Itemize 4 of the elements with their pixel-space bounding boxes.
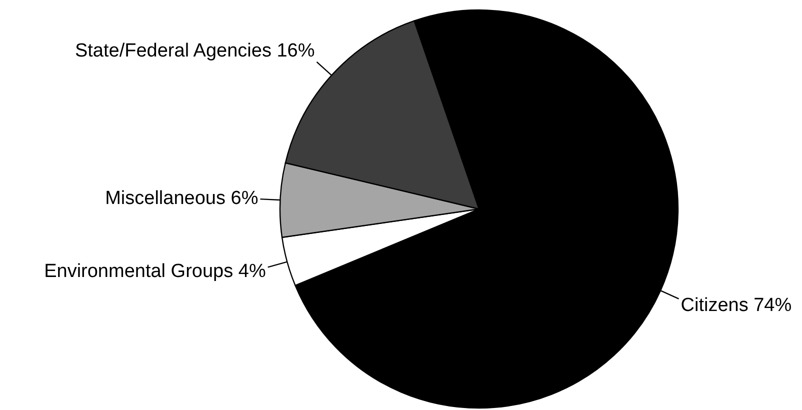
slice-label: State/Federal Agencies 16% — [75, 40, 315, 62]
slice-label: Environmental Groups 4% — [44, 260, 266, 282]
slice-label: Miscellaneous 6% — [105, 188, 258, 209]
slice-label: Citizens 74% — [680, 294, 792, 316]
